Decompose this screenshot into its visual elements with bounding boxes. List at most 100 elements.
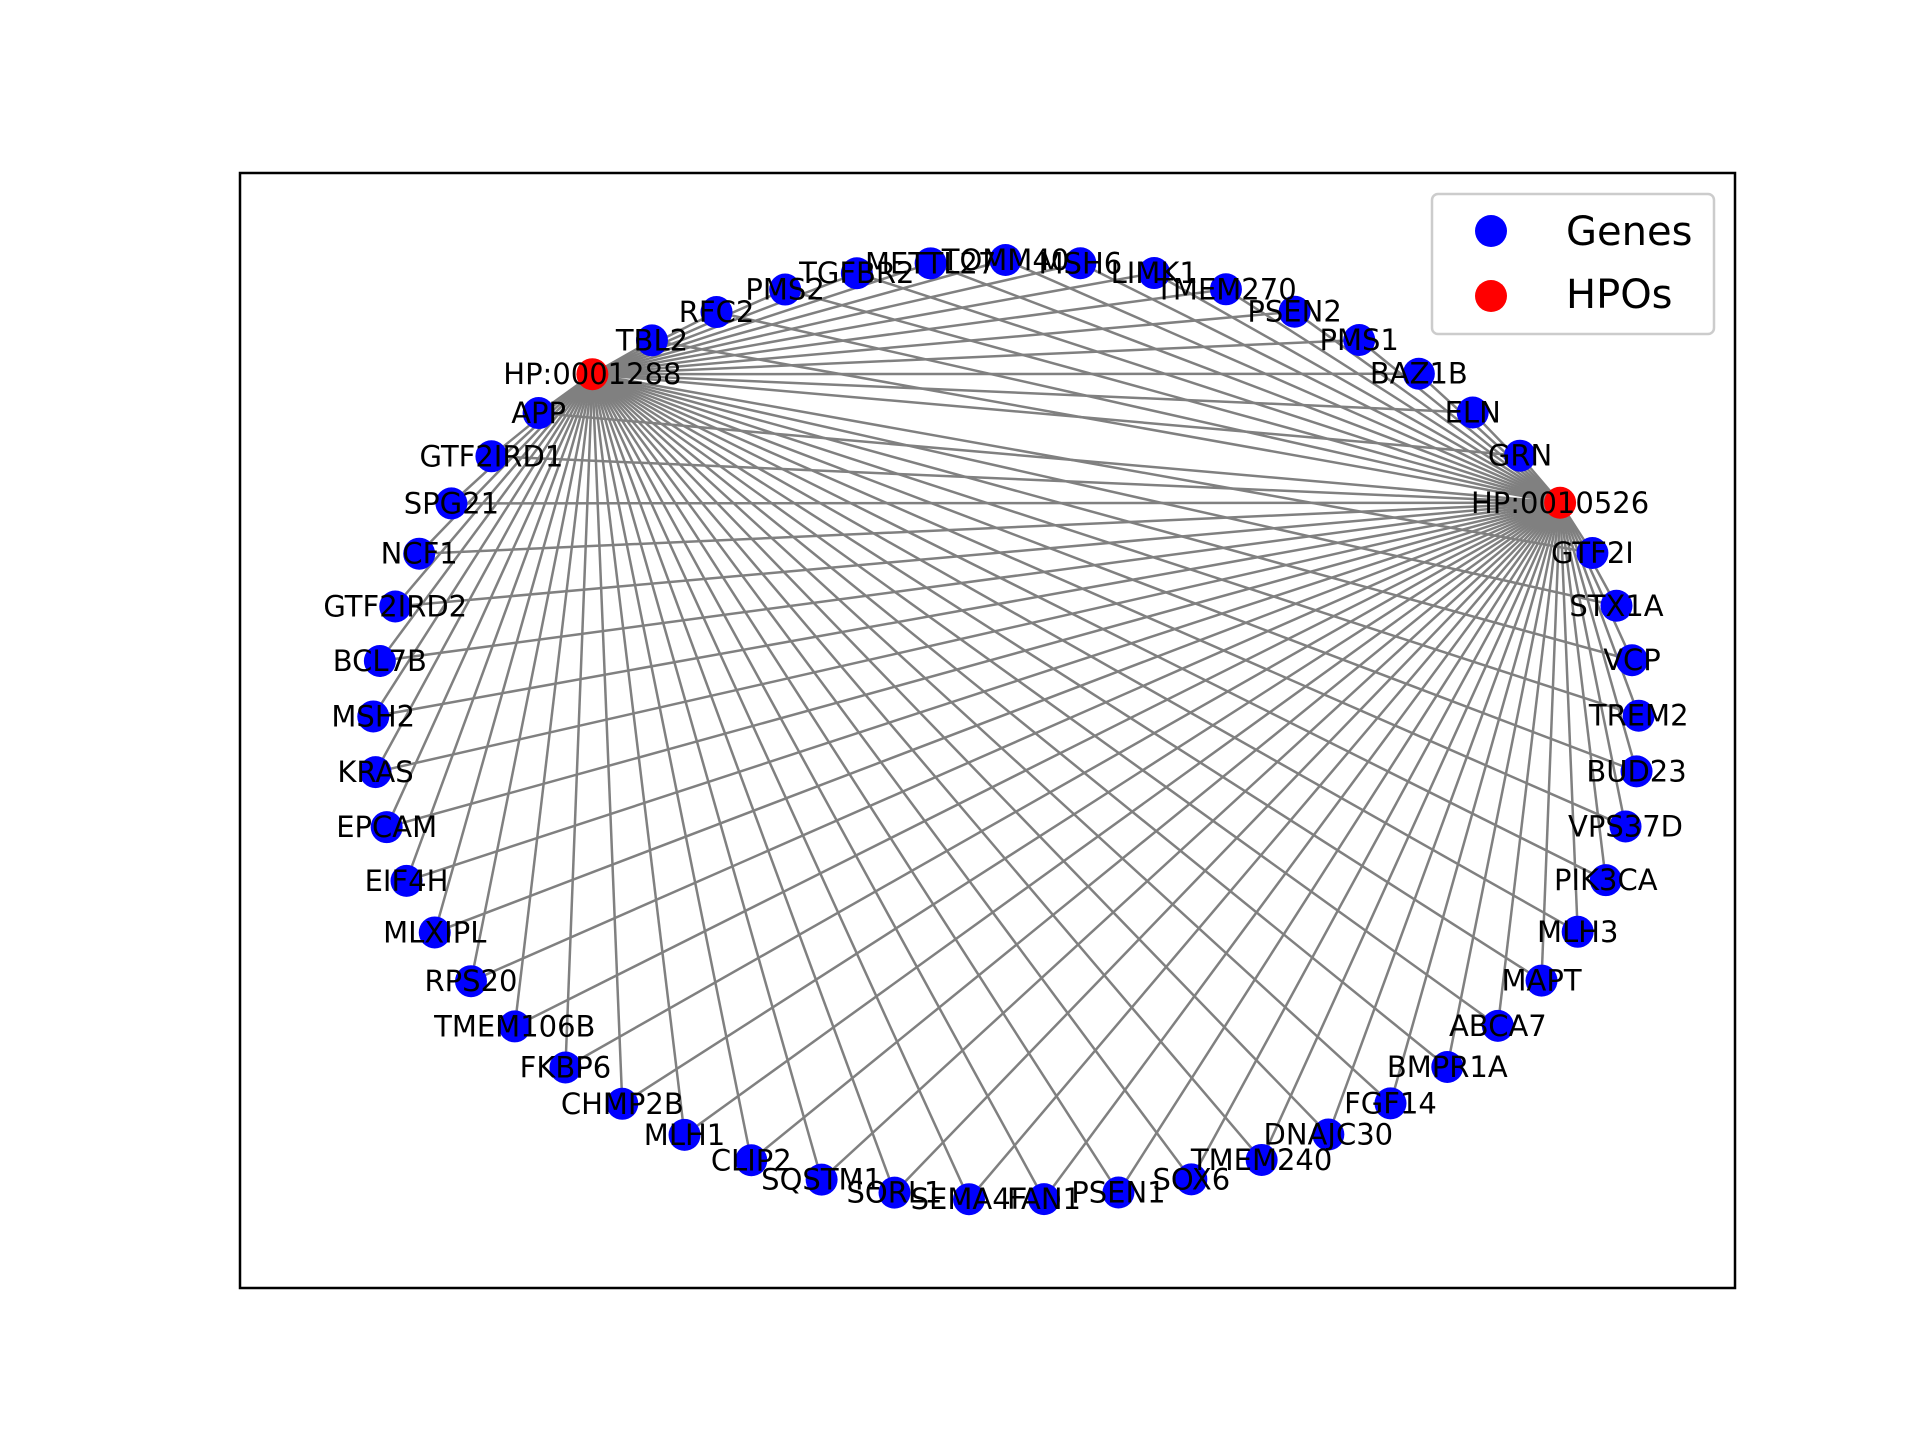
gene-node-label: CHMP2B — [561, 1087, 684, 1121]
edge — [651, 339, 1561, 504]
edge — [592, 372, 1593, 555]
edge — [375, 501, 1561, 774]
gene-node-label: MLXIPL — [383, 915, 486, 949]
gene-node — [1620, 755, 1653, 788]
edge — [1446, 502, 1562, 1068]
gene-node-label: FAN1 — [1007, 1182, 1081, 1216]
edge — [433, 373, 594, 933]
edge — [1389, 502, 1562, 1104]
edge — [406, 501, 1561, 883]
gene-node — [1561, 915, 1594, 948]
gene-node-label: DNAJC30 — [1264, 1118, 1394, 1152]
edge — [683, 501, 1561, 1136]
gene-node-label: RFC2 — [679, 295, 755, 329]
edge — [930, 262, 1561, 504]
legend-hpos-marker — [1475, 280, 1507, 312]
edge — [592, 373, 1633, 662]
gene-node-label: RPS20 — [425, 964, 518, 998]
edge — [395, 501, 1561, 608]
gene-node-label: FGF14 — [1344, 1086, 1437, 1120]
gene-node — [549, 1051, 582, 1084]
edge — [434, 501, 1561, 934]
legend-genes-label: Genes — [1566, 209, 1692, 255]
edge — [592, 271, 1155, 376]
gene-node-label: PMS2 — [745, 273, 824, 307]
edge — [591, 373, 1263, 1161]
gene-node — [390, 864, 423, 897]
plot-frame — [238, 171, 1737, 1290]
hpo-node-label: HP:0001288 — [503, 357, 681, 391]
edge — [1079, 262, 1561, 504]
edge — [1540, 502, 1562, 981]
edge — [470, 501, 1561, 983]
edge — [856, 272, 1561, 504]
edge — [1042, 502, 1562, 1200]
edge — [591, 374, 624, 1104]
gene-node — [606, 1087, 639, 1120]
gene-node-label: MAPT — [1501, 964, 1581, 998]
edge — [564, 501, 1561, 1069]
gene-node-label: TMEM240 — [1190, 1143, 1332, 1177]
legend-hpos-label: HPOs — [1566, 272, 1673, 318]
gene-node-label: MLH1 — [644, 1118, 725, 1152]
gene-node — [1589, 864, 1622, 897]
edge — [374, 373, 594, 773]
gene-node — [1609, 810, 1642, 843]
edge — [592, 310, 1295, 376]
gene-node — [435, 487, 468, 520]
gene-node-label: TOMM40 — [941, 243, 1069, 277]
gene-node-label: PSEN1 — [1071, 1176, 1165, 1210]
edge — [538, 411, 1561, 505]
edge — [591, 373, 823, 1180]
gene-node-label: GTF2I — [1551, 536, 1634, 570]
gene-node-label: APP — [511, 396, 566, 430]
gene-node-label: BUD23 — [1586, 754, 1686, 788]
edge-layer — [372, 258, 1640, 1201]
gene-node — [914, 247, 947, 280]
gene-node-label: ELN — [1445, 395, 1501, 429]
gene-node-label: SPG21 — [404, 486, 499, 520]
gene-node — [1615, 644, 1648, 677]
edge — [1004, 258, 1561, 504]
gene-node — [1064, 247, 1097, 280]
gene-node — [635, 324, 668, 357]
gene-node — [418, 916, 451, 949]
gene-node-label: MSH6 — [1039, 246, 1123, 280]
edge — [591, 373, 1637, 773]
gene-node-label: SEMA4F — [911, 1182, 1028, 1216]
gene-node-label: CLIP2 — [711, 1143, 792, 1177]
hpo-node — [576, 358, 609, 391]
edge — [820, 501, 1561, 1181]
edge — [893, 501, 1561, 1194]
gene-node — [475, 440, 508, 473]
gene-node — [1102, 1176, 1135, 1209]
edge — [1418, 372, 1561, 504]
gene-node — [1431, 1050, 1464, 1083]
gene-node — [840, 257, 873, 290]
edge — [418, 373, 594, 555]
gene-node — [1027, 1183, 1060, 1216]
edge — [450, 373, 594, 505]
gene-node — [1312, 1118, 1345, 1151]
edge — [592, 372, 1473, 414]
edge — [1327, 502, 1562, 1135]
gene-node — [363, 644, 396, 677]
edge — [591, 288, 786, 376]
gene-node-label: VCP — [1603, 643, 1661, 677]
gene-node-label: TMEM106B — [433, 1009, 595, 1043]
gene-node-label: MSH2 — [331, 699, 415, 733]
gene-node-label: MLH3 — [1537, 915, 1618, 949]
edge — [1225, 288, 1561, 504]
gene-node — [1245, 1143, 1278, 1176]
gene-node-label: EPCAM — [336, 810, 437, 844]
gene-node-label: PSEN2 — [1247, 295, 1341, 329]
edge — [379, 501, 1561, 663]
gene-node — [455, 965, 488, 998]
edge — [1558, 502, 1638, 772]
edge — [591, 373, 1120, 1194]
gene-node — [1622, 699, 1655, 732]
gene-node-label: SOX6 — [1152, 1162, 1230, 1196]
edge — [1496, 502, 1562, 1027]
edge — [386, 501, 1561, 829]
gene-node-label: GTF2IRD1 — [420, 439, 564, 473]
